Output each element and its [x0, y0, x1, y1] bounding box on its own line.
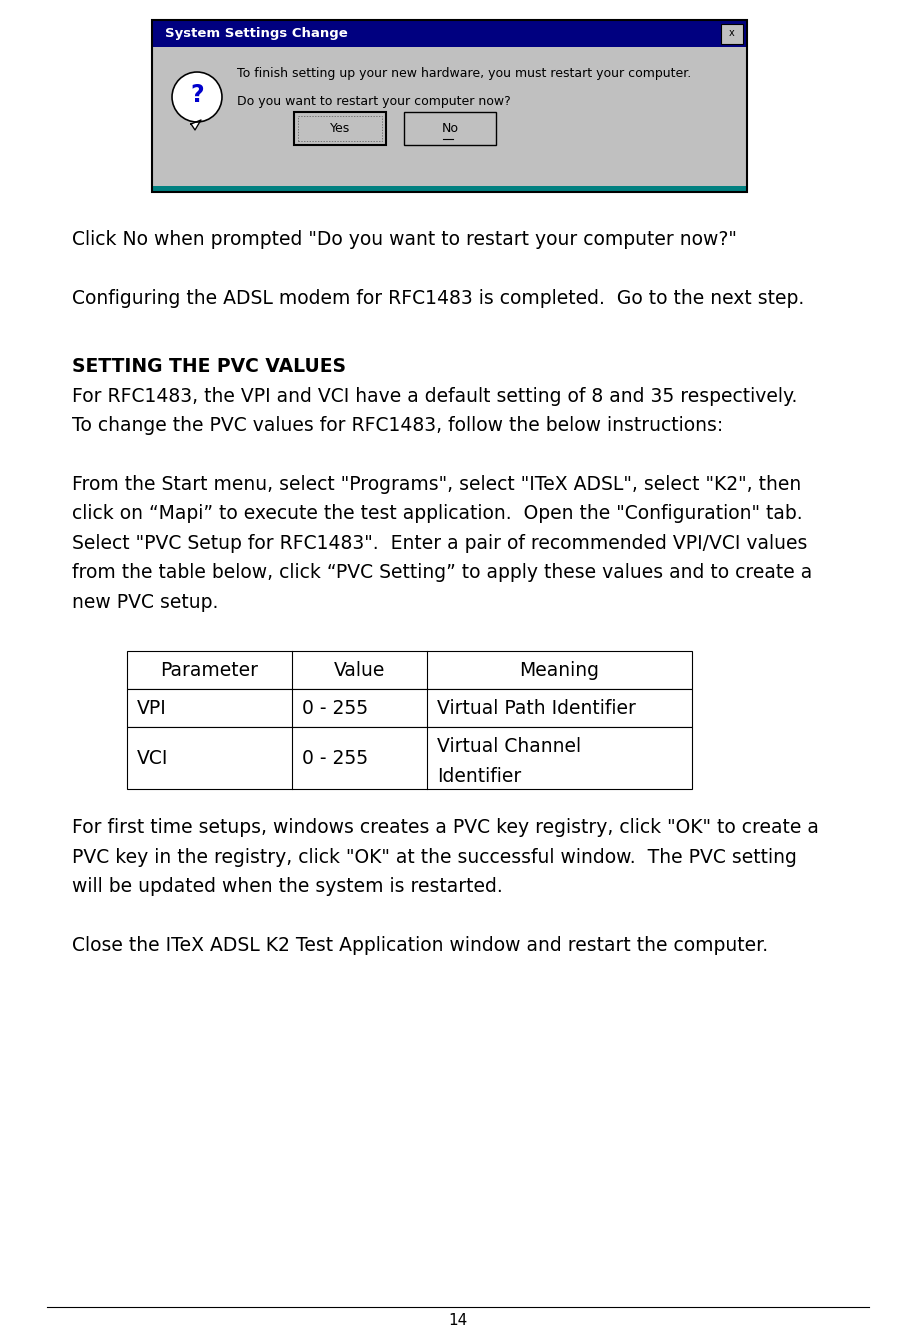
Text: Close the ITeX ADSL K2 Test Application window and restart the computer.: Close the ITeX ADSL K2 Test Application … — [72, 936, 769, 954]
Bar — [298, 116, 382, 141]
Text: SETTING THE PVC VALUES: SETTING THE PVC VALUES — [72, 358, 346, 376]
Text: Select "PVC Setup for RFC1483".  Enter a pair of recommended VPI/VCI values: Select "PVC Setup for RFC1483". Enter a … — [72, 533, 807, 553]
Text: click on “Mapi” to execute the test application.  Open the "Configuration" tab.: click on “Mapi” to execute the test appl… — [72, 504, 802, 524]
Text: 0 - 255: 0 - 255 — [302, 699, 368, 718]
Bar — [152, 47, 747, 191]
Text: x: x — [729, 28, 735, 39]
Text: Identifier: Identifier — [437, 767, 521, 785]
Bar — [152, 20, 747, 47]
Bar — [152, 20, 747, 191]
Text: Parameter: Parameter — [160, 661, 258, 679]
Text: Value: Value — [333, 661, 386, 679]
Polygon shape — [191, 120, 201, 130]
Text: No: No — [442, 122, 459, 136]
Text: To change the PVC values for RFC1483, follow the below instructions:: To change the PVC values for RFC1483, fo… — [72, 416, 724, 435]
Text: System Settings Change: System Settings Change — [165, 27, 348, 40]
Text: 14: 14 — [448, 1313, 468, 1328]
Text: Virtual Path Identifier: Virtual Path Identifier — [437, 699, 636, 718]
Bar — [152, 186, 747, 191]
Text: from the table below, click “PVC Setting” to apply these values and to create a: from the table below, click “PVC Setting… — [72, 563, 812, 582]
Bar — [127, 688, 692, 727]
Circle shape — [172, 72, 222, 122]
Text: Do you want to restart your computer now?: Do you want to restart your computer now… — [237, 96, 511, 109]
Text: new PVC setup.: new PVC setup. — [72, 593, 218, 611]
Text: will be updated when the system is restarted.: will be updated when the system is resta… — [72, 877, 503, 896]
Text: From the Start menu, select "Programs", select "ITeX ADSL", select "K2", then: From the Start menu, select "Programs", … — [72, 474, 802, 493]
Bar — [721, 24, 743, 44]
Text: To finish setting up your new hardware, you must restart your computer.: To finish setting up your new hardware, … — [237, 68, 692, 81]
Text: 0 - 255: 0 - 255 — [302, 748, 368, 768]
Text: Meaning: Meaning — [519, 661, 599, 679]
Text: VCI: VCI — [137, 748, 169, 768]
Text: Virtual Channel: Virtual Channel — [437, 738, 581, 756]
Bar — [294, 112, 386, 145]
Text: For first time setups, windows creates a PVC key registry, click "OK" to create : For first time setups, windows creates a… — [72, 819, 819, 837]
Text: ?: ? — [191, 82, 204, 108]
Text: For RFC1483, the VPI and VCI have a default setting of 8 and 35 respectively.: For RFC1483, the VPI and VCI have a defa… — [72, 387, 797, 405]
Bar — [404, 112, 496, 145]
Text: Click No when prompted "Do you want to restart your computer now?": Click No when prompted "Do you want to r… — [72, 230, 736, 249]
Text: VPI: VPI — [137, 699, 167, 718]
Text: Configuring the ADSL modem for RFC1483 is completed.  Go to the next step.: Configuring the ADSL modem for RFC1483 i… — [72, 288, 804, 307]
Bar — [127, 727, 692, 789]
Text: Yes: Yes — [330, 122, 350, 136]
Bar — [127, 651, 692, 688]
Text: PVC key in the registry, click "OK" at the successful window.  The PVC setting: PVC key in the registry, click "OK" at t… — [72, 848, 797, 867]
